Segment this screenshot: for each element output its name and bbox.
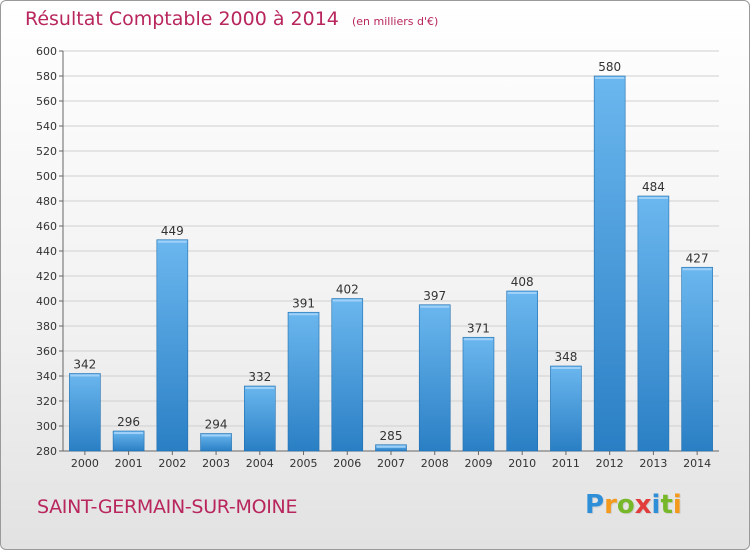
bar — [418, 304, 451, 452]
y-tick-label: 320 — [36, 395, 57, 408]
x-tick-label: 2005 — [290, 457, 318, 470]
x-tick-label: 2009 — [464, 457, 492, 470]
bar-highlight — [376, 445, 406, 448]
bar-highlight — [289, 313, 319, 316]
bar-highlight — [595, 77, 625, 79]
data-label: 285 — [380, 429, 403, 443]
logo-letter: P — [585, 490, 605, 520]
chart-title-text: Résultat Comptable 2000 à 2014 — [25, 8, 339, 30]
data-label: 397 — [423, 289, 446, 303]
y-tick-label: 280 — [36, 445, 57, 458]
bar-highlight — [114, 432, 144, 434]
data-label: 580 — [598, 60, 621, 74]
data-label: 427 — [686, 251, 709, 265]
y-tick-label: 580 — [36, 70, 57, 83]
y-tick-label: 480 — [36, 195, 57, 208]
data-label: 296 — [117, 415, 140, 429]
y-tick-label: 500 — [36, 170, 57, 183]
chart-title: Résultat Comptable 2000 à 2014 (en milli… — [25, 8, 438, 30]
data-label: 342 — [73, 358, 96, 372]
x-tick-label: 2007 — [377, 457, 405, 470]
y-tick-label: 380 — [36, 320, 57, 333]
bar-highlight — [332, 299, 362, 302]
bar — [156, 239, 189, 452]
x-tick-label: 2000 — [71, 457, 99, 470]
y-tick-label: 600 — [36, 45, 57, 58]
y-tick-label: 520 — [36, 145, 57, 158]
bar-highlight — [551, 367, 581, 369]
x-tick-label: 2003 — [202, 457, 230, 470]
data-label: 408 — [511, 275, 534, 289]
bar-highlight — [70, 374, 100, 377]
x-tick-label: 2002 — [158, 457, 186, 470]
y-tick-label: 540 — [36, 120, 57, 133]
logo-letter: i — [672, 490, 682, 520]
x-tick-label: 2013 — [639, 457, 667, 470]
x-tick-label: 2001 — [115, 457, 143, 470]
bar — [637, 195, 670, 452]
y-tick-label: 460 — [36, 220, 57, 233]
logo-letter: x — [634, 490, 652, 520]
bar — [593, 75, 626, 452]
data-label: 332 — [248, 370, 271, 384]
data-label: 294 — [205, 418, 228, 432]
bar — [69, 373, 101, 452]
bar — [550, 365, 582, 452]
x-tick-label: 2008 — [421, 457, 449, 470]
bar — [244, 385, 276, 452]
commune-name: SAINT-GERMAIN-SUR-MOINE — [37, 496, 298, 518]
x-tick-label: 2014 — [683, 457, 711, 470]
data-label: 348 — [554, 350, 577, 364]
bar-highlight — [463, 338, 493, 341]
y-tick-label: 400 — [36, 295, 57, 308]
bar — [375, 444, 407, 452]
bar — [462, 336, 495, 452]
bar-highlight — [682, 268, 712, 271]
data-label: 371 — [467, 321, 490, 335]
data-label: 402 — [336, 283, 359, 297]
data-label: 449 — [161, 224, 184, 238]
y-tick-label: 440 — [36, 245, 57, 258]
chart-unit: (en milliers d'€) — [351, 15, 439, 28]
bar-highlight — [420, 305, 450, 308]
y-tick-label: 340 — [36, 370, 57, 383]
y-tick-label: 300 — [36, 420, 57, 433]
bar — [506, 290, 539, 452]
bar-highlight — [507, 292, 537, 294]
proxiti-logo: Proxiti — [585, 490, 682, 520]
y-tick-label: 420 — [36, 270, 57, 283]
y-tick-label: 360 — [36, 345, 57, 358]
bar-highlight — [638, 197, 668, 199]
logo-letter: o — [616, 490, 635, 520]
x-tick-label: 2010 — [508, 457, 536, 470]
data-label: 391 — [292, 296, 315, 310]
y-tick-label: 560 — [36, 95, 57, 108]
bar-highlight — [157, 240, 187, 243]
x-tick-label: 2006 — [333, 457, 361, 470]
x-tick-label: 2004 — [246, 457, 274, 470]
x-tick-label: 2011 — [552, 457, 580, 470]
bar — [287, 311, 320, 452]
bar — [331, 298, 364, 452]
bar — [681, 266, 713, 452]
logo-letter: r — [604, 490, 617, 520]
x-tick-label: 2012 — [596, 457, 624, 470]
bar-highlight — [245, 387, 275, 389]
bar-highlight — [201, 434, 231, 437]
logo-letter: t — [660, 490, 673, 520]
data-label: 484 — [642, 180, 665, 194]
logo-letter: i — [651, 490, 661, 520]
